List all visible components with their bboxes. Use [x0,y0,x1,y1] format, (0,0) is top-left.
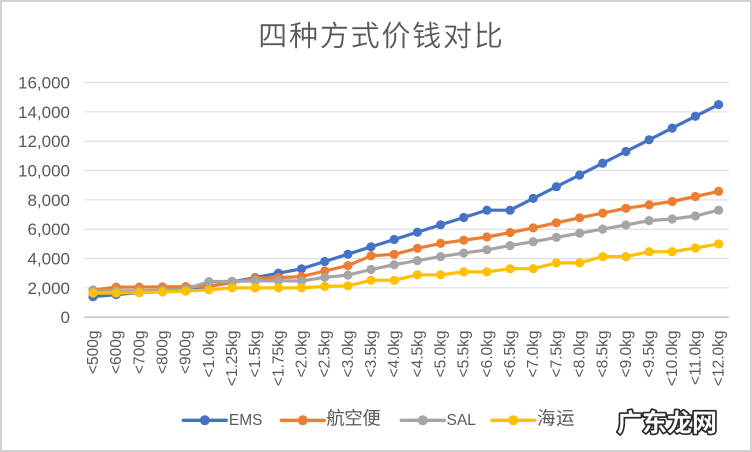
svg-text:<4.0kg: <4.0kg [386,331,403,378]
svg-text:<600g: <600g [108,331,125,375]
svg-text:<6.5kg: <6.5kg [502,331,519,378]
svg-text:<11.0kg: <11.0kg [687,331,704,385]
svg-text:<5.5kg: <5.5kg [456,331,473,378]
svg-text:<12.0kg: <12.0kg [711,331,728,387]
svg-text:EMS: EMS [229,412,263,429]
svg-text:16,000: 16,000 [18,74,70,93]
svg-text:<7.5kg: <7.5kg [548,331,565,378]
svg-text:<500g: <500g [85,331,102,375]
svg-text:<3.5kg: <3.5kg [363,331,380,378]
svg-text:<4.5kg: <4.5kg [409,331,426,378]
svg-text:<9.0kg: <9.0kg [618,331,635,378]
svg-text:10,000: 10,000 [18,162,70,181]
svg-text:<8.5kg: <8.5kg [595,331,612,378]
svg-text:<6.0kg: <6.0kg [479,331,496,378]
svg-text:<800g: <800g [155,331,172,375]
svg-text:SAL: SAL [447,412,477,429]
svg-text:<7.0kg: <7.0kg [525,331,542,378]
svg-text:<10.0kg: <10.0kg [664,331,681,387]
svg-text:<2.5kg: <2.5kg [317,331,334,378]
svg-text:<1.0kg: <1.0kg [201,331,218,378]
svg-text:<900g: <900g [178,331,195,375]
svg-text:12,000: 12,000 [18,132,70,151]
svg-text:6,000: 6,000 [27,220,70,239]
svg-text:14,000: 14,000 [18,103,70,122]
svg-text:<1.25kg: <1.25kg [224,331,241,387]
svg-text:<1.75kg: <1.75kg [270,331,287,387]
svg-text:8,000: 8,000 [27,191,70,210]
svg-text:<1.5kg: <1.5kg [247,331,264,378]
svg-text:<9.5kg: <9.5kg [641,331,658,378]
svg-text:<2.0kg: <2.0kg [294,331,311,378]
svg-text:4,000: 4,000 [27,250,70,269]
svg-text:2,000: 2,000 [27,279,70,298]
svg-text:<3.0kg: <3.0kg [340,331,357,378]
svg-text:0: 0 [61,308,70,327]
svg-text:<8.0kg: <8.0kg [572,331,589,378]
svg-text:<5.0kg: <5.0kg [433,331,450,378]
svg-text:<700g: <700g [131,331,148,375]
